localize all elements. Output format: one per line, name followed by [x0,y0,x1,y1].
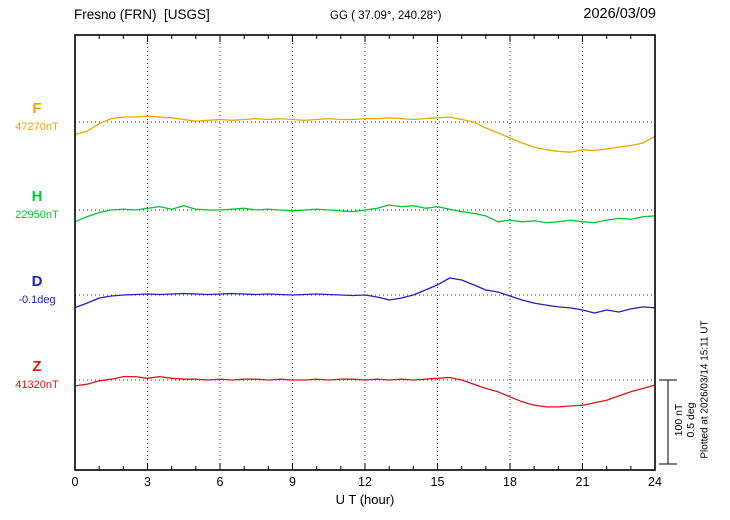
x-tick-label: 24 [648,475,662,489]
trace-Z [74,375,656,408]
channel-label-D: D -0.1deg [2,273,72,307]
x-tick-label: 15 [430,475,445,489]
trace-H [74,204,656,224]
scale-bar-label-nt: 100 nT [673,403,685,437]
x-tick-label: 0 [71,475,79,489]
channel-baseline-value-F: 47270nT [15,121,59,133]
channel-label-Z: Z 41320nT [2,358,72,392]
trace-D [74,277,656,314]
station-title: Fresno (FRN) [USGS] [74,7,210,22]
channel-letter-Z: Z [32,358,42,375]
channel-letter-H: H [31,188,43,205]
x-tick-label: 18 [503,475,517,489]
plot-frame [74,34,656,471]
scale-bar-label-deg: 0.5 deg [685,402,697,438]
x-tick-label: 12 [358,475,372,489]
x-axis-tick-labels: 0 3 6 9 12 15 18 21 24 [0,475,730,491]
plot-date: 2026/03/09 [583,6,656,22]
x-tick-label: 3 [144,475,151,489]
channel-letter-D: D [31,273,43,290]
x-axis-title: U T (hour) [335,492,395,507]
x-tick-label: 9 [289,475,296,489]
channel-baseline-value-Z: 41320nT [15,379,59,391]
channel-letter-F: F [32,100,42,117]
channel-label-H: H 22950nT [2,188,72,222]
plotted-at-timestamp: Plotted at 2026/03/14 15:11 UT [699,320,711,459]
x-tick-label: 6 [216,475,224,489]
channel-baseline-value-D: -0.1deg [18,294,56,306]
x-tick-label: 21 [575,475,590,489]
geographic-coordinates: GG ( 37.09°, 240.28°) [330,10,442,22]
channel-baseline-value-H: 22950nT [15,209,59,221]
channel-label-F: F 47270nT [2,100,72,134]
trace-F [74,115,656,153]
